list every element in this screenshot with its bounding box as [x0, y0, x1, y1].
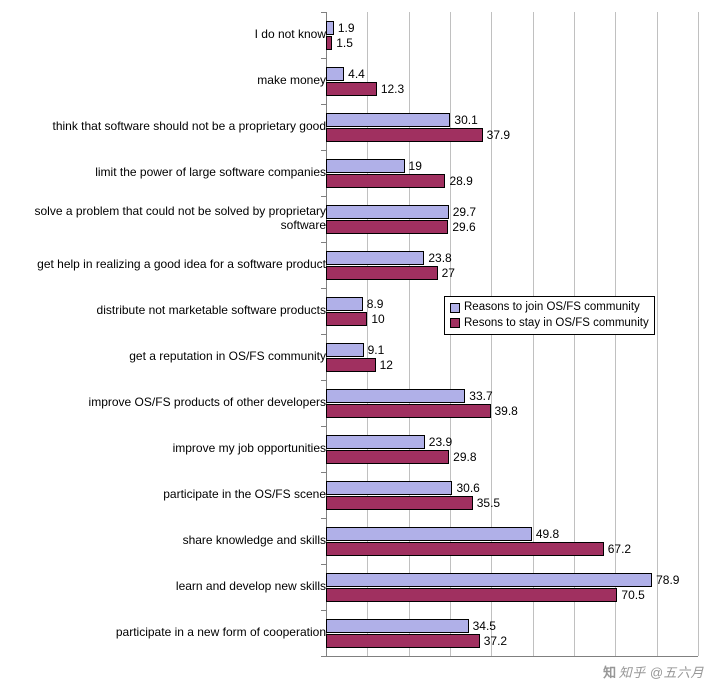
- bar-join: [326, 251, 424, 265]
- bar-stay: [326, 312, 367, 326]
- bar-stay: [326, 450, 449, 464]
- category-label: improve OS/FS products of other develope…: [8, 396, 326, 410]
- bar-stay: [326, 266, 438, 280]
- bar-value-stay: 29.6: [452, 220, 475, 234]
- bar-value-join: 33.7: [469, 389, 492, 403]
- watermark: 知知乎 @五六月: [603, 662, 704, 681]
- bar-value-stay: 10: [371, 312, 384, 326]
- bar-value-join: 29.7: [453, 205, 476, 219]
- category-row: make money 4.4 12.3: [0, 58, 718, 104]
- bar-value-join: 23.9: [429, 435, 452, 449]
- bar-stay: [326, 358, 376, 372]
- category-label: distribute not marketable software produ…: [8, 304, 326, 318]
- bar-join: [326, 389, 465, 403]
- bar-join: [326, 435, 425, 449]
- bar-value-stay: 28.9: [449, 174, 472, 188]
- category-row: learn and develop new skills 78.9 70.5: [0, 564, 718, 610]
- bar-value-stay: 37.2: [484, 634, 507, 648]
- category-row: share knowledge and skills 49.8 67.2: [0, 518, 718, 564]
- category-label: limit the power of large software compan…: [8, 166, 326, 180]
- bar-join: [326, 297, 363, 311]
- bar-join: [326, 21, 334, 35]
- category-row: improve OS/FS products of other develope…: [0, 380, 718, 426]
- zhihu-logo-icon: 知: [603, 662, 617, 681]
- bar-join: [326, 573, 652, 587]
- category-label: learn and develop new skills: [8, 580, 326, 594]
- bar-stay: [326, 634, 480, 648]
- watermark-text: 知乎 @五六月: [619, 665, 704, 680]
- bar-join: [326, 481, 452, 495]
- bar-value-join: 4.4: [348, 67, 365, 81]
- category-label: share knowledge and skills: [8, 534, 326, 548]
- legend-item: Reasons to join OS/FS community: [450, 300, 649, 316]
- bar-join: [326, 343, 364, 357]
- x-axis: [326, 656, 698, 657]
- bar-value-join: 30.1: [454, 113, 477, 127]
- bar-value-join: 19: [409, 159, 422, 173]
- plot-area: I do not know 1.91.5 make money 4.4 12.3 thin…: [0, 12, 718, 656]
- legend-item: Resons to stay in OS/FS community: [450, 316, 649, 332]
- bar-stay: [326, 82, 377, 96]
- bar-value-stay: 27: [442, 266, 455, 280]
- bar-join: [326, 205, 449, 219]
- bar-value-join: 1.9: [338, 21, 355, 35]
- y-tick: [321, 656, 326, 657]
- bar-join: [326, 67, 344, 81]
- bar-stay: [326, 588, 617, 602]
- bar-value-stay: 12: [380, 358, 393, 372]
- legend-swatch-icon: [450, 303, 460, 313]
- category-row: participate in a new form of cooperation…: [0, 610, 718, 656]
- category-label: get a reputation in OS/FS community: [8, 350, 326, 364]
- reasons-chart: I do not know 1.91.5 make money 4.4 12.3 thin…: [0, 12, 718, 656]
- bar-stay: [326, 220, 448, 234]
- category-row: improve my job opportunities 23.929.8: [0, 426, 718, 472]
- bar-value-stay: 37.9: [487, 128, 510, 142]
- category-label: solve a problem that could not be solved…: [8, 205, 326, 233]
- bar-stay: [326, 542, 604, 556]
- bar-value-stay: 67.2: [608, 542, 631, 556]
- bar-stay: [326, 128, 483, 142]
- bar-join: [326, 527, 532, 541]
- bar-value-stay: 35.5: [477, 496, 500, 510]
- bar-value-join: 8.9: [367, 297, 384, 311]
- category-row: solve a problem that could not be solved…: [0, 196, 718, 242]
- category-label: improve my job opportunities: [8, 442, 326, 456]
- bar-stay: [326, 36, 332, 50]
- bar-stay: [326, 496, 473, 510]
- category-row: get help in realizing a good idea for a …: [0, 242, 718, 288]
- bar-join: [326, 619, 469, 633]
- legend-label: Resons to stay in OS/FS community: [464, 316, 649, 332]
- bar-value-stay: 1.5: [336, 36, 353, 50]
- bar-value-stay: 29.8: [453, 450, 476, 464]
- legend: Reasons to join OS/FS communityResons to…: [444, 296, 655, 335]
- bar-value-join: 34.5: [473, 619, 496, 633]
- category-row: think that software should not be a prop…: [0, 104, 718, 150]
- bar-stay: [326, 174, 445, 188]
- legend-label: Reasons to join OS/FS community: [464, 300, 640, 316]
- bar-join: [326, 113, 450, 127]
- bar-value-stay: 12.3: [381, 82, 404, 96]
- bar-value-join: 23.8: [428, 251, 451, 265]
- category-row: participate in the OS/FS scene 30.635.5: [0, 472, 718, 518]
- bar-value-join: 78.9: [656, 573, 679, 587]
- bar-value-join: 9.1: [368, 343, 385, 357]
- bar-value-stay: 70.5: [621, 588, 644, 602]
- category-row: limit the power of large software compan…: [0, 150, 718, 196]
- bar-value-join: 49.8: [536, 527, 559, 541]
- category-row: get a reputation in OS/FS community 9.112: [0, 334, 718, 380]
- category-label: make money: [8, 74, 326, 88]
- category-label: I do not know: [8, 28, 326, 42]
- bar-stay: [326, 404, 491, 418]
- category-label: think that software should not be a prop…: [8, 120, 326, 134]
- bar-value-stay: 39.8: [495, 404, 518, 418]
- bar-join: [326, 159, 405, 173]
- category-row: I do not know 1.91.5: [0, 12, 718, 58]
- category-label: participate in the OS/FS scene: [8, 488, 326, 502]
- category-label: get help in realizing a good idea for a …: [8, 258, 326, 272]
- legend-swatch-icon: [450, 318, 460, 328]
- category-label: participate in a new form of cooperation: [8, 626, 326, 640]
- bar-value-join: 30.6: [456, 481, 479, 495]
